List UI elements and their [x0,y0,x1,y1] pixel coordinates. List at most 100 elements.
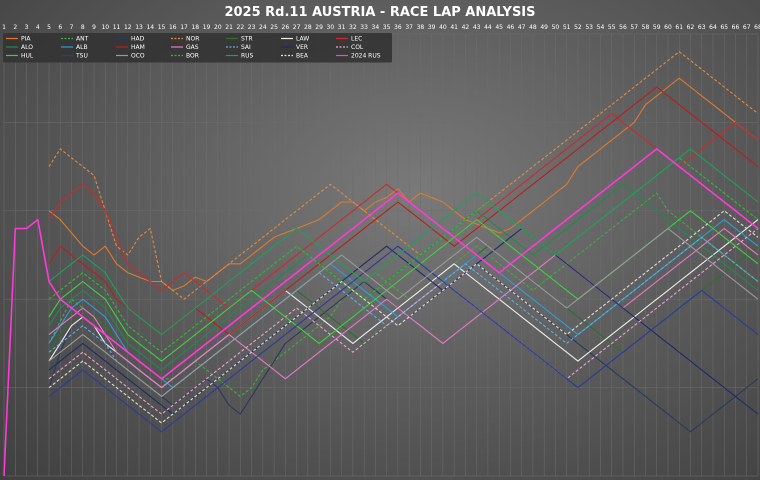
x-tick-label-26: 26 [282,24,290,31]
x-tick-label-31: 31 [338,24,346,31]
x-tick-label-52: 52 [574,24,582,31]
x-tick-label-67: 67 [743,24,751,31]
x-tick-label-57: 57 [630,24,638,31]
legend-label-lec: LEC [351,36,362,43]
x-tick-label-28: 28 [304,24,312,31]
x-tick-label-43: 43 [473,24,481,31]
legend-label-str: STR [241,36,253,43]
x-tick-label-63: 63 [698,24,706,31]
x-tick-label-68: 68 [754,24,760,31]
grid-lines [3,33,759,477]
legend-label-bor: BOR [186,53,199,60]
x-tick-label-17: 17 [180,24,188,31]
x-tick-label-51: 51 [563,24,571,31]
x-tick-label-37: 37 [405,24,413,31]
legend: PIA ANT HAD NOR STR LAW LEC ALO ALB HAM GAS SAI VER C… [3,33,392,63]
x-axis-ticks: 1 2 3 4 5 6 7 8 9 10 11 12 13 14 15 16 17 18 19 20 21 22 23 24 2… [2,24,760,31]
series-line-sai [48,236,759,397]
x-tick-label-32: 32 [349,24,357,31]
legend-label-hul: HUL [21,53,34,60]
series-line-bor [48,157,759,353]
x-tick-label-9: 9 [92,24,96,31]
x-tick-label-60: 60 [664,24,672,31]
x-tick-label-13: 13 [135,24,143,31]
x-tick-label-5: 5 [47,24,51,31]
x-tick-label-35: 35 [383,24,391,31]
x-tick-label-54: 54 [597,24,605,31]
x-tick-label-65: 65 [720,24,728,31]
x-tick-label-14: 14 [146,24,154,31]
x-tick-label-33: 33 [360,24,368,31]
legend-label-2024-rus: 2024 RUS [351,53,381,60]
x-tick-label-42: 42 [462,24,470,31]
series-line-pia [48,77,759,291]
series-line-tsu [48,245,759,433]
series-lines [3,51,759,477]
series-line-oco [48,227,759,397]
chart-title: 2025 Rd.11 AUSTRIA - RACE LAP ANALYSIS [224,5,535,20]
x-tick-label-34: 34 [372,24,380,31]
series-line-alo [48,183,759,371]
series-line-law [48,219,759,389]
x-tick-label-1: 1 [2,24,6,31]
x-tick-label-4: 4 [36,24,40,31]
x-tick-label-8: 8 [81,24,85,31]
x-tick-label-45: 45 [495,24,503,31]
series-line-2024-rus [3,148,759,477]
legend-label-gas: GAS [186,44,199,51]
x-tick-label-53: 53 [585,24,593,31]
legend-label-ver: VER [296,44,308,51]
x-tick-label-6: 6 [58,24,62,31]
series-line-bea [48,210,759,424]
legend-label-oco: OCO [131,53,145,60]
x-tick-label-56: 56 [619,24,627,31]
x-tick-label-61: 61 [675,24,683,31]
legend-label-had: HAD [131,36,145,43]
legend-label-alo: ALO [21,44,33,51]
legend-label-law: LAW [296,36,309,43]
x-tick-label-21: 21 [225,24,233,31]
x-tick-label-11: 11 [113,24,121,31]
legend-label-tsu: TSU [75,53,88,60]
x-tick-label-62: 62 [687,24,695,31]
x-tick-label-46: 46 [507,24,515,31]
legend-label-ham: HAM [131,44,145,51]
x-tick-label-50: 50 [552,24,560,31]
legend-label-alb: ALB [76,44,88,51]
x-tick-label-29: 29 [315,24,323,31]
x-tick-label-2: 2 [13,24,17,31]
x-tick-label-64: 64 [709,24,717,31]
legend-label-rus: RUS [241,53,254,60]
x-tick-label-66: 66 [732,24,740,31]
legend-label-col: COL [351,44,364,51]
x-tick-label-20: 20 [214,24,222,31]
x-tick-label-12: 12 [124,24,132,31]
x-tick-label-58: 58 [642,24,650,31]
x-tick-label-49: 49 [540,24,548,31]
x-tick-label-30: 30 [327,24,335,31]
x-tick-label-47: 47 [518,24,526,31]
x-tick-label-40: 40 [439,24,447,31]
x-tick-label-59: 59 [653,24,661,31]
x-tick-label-36: 36 [394,24,402,31]
series-line-nor [48,51,759,300]
x-tick-label-23: 23 [248,24,256,31]
x-tick-label-44: 44 [484,24,492,31]
x-tick-label-15: 15 [158,24,166,31]
x-tick-label-41: 41 [450,24,458,31]
legend-label-nor: NOR [186,36,199,43]
legend-label-ant: ANT [76,36,89,43]
x-tick-label-3: 3 [25,24,29,31]
x-tick-label-25: 25 [270,24,278,31]
x-tick-label-48: 48 [529,24,537,31]
series-line-rus [48,148,759,336]
x-tick-label-55: 55 [608,24,616,31]
series-line-col [48,228,759,415]
x-tick-label-16: 16 [169,24,177,31]
x-tick-label-27: 27 [293,24,301,31]
x-tick-label-10: 10 [101,24,109,31]
x-tick-label-7: 7 [70,24,74,31]
x-tick-label-38: 38 [417,24,425,31]
x-tick-label-39: 39 [428,24,436,31]
